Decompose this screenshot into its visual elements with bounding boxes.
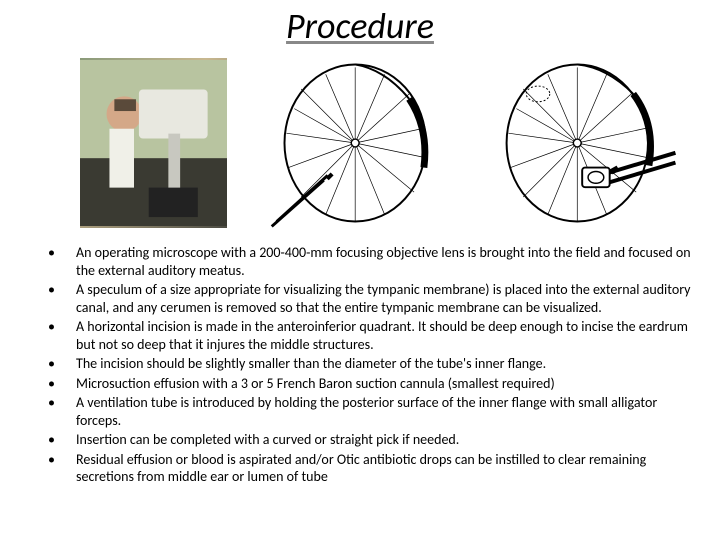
tube-diagram <box>484 58 680 228</box>
incision-diagram <box>257 58 453 228</box>
bullet-item: An operating microscope with a 200-400-m… <box>48 244 700 279</box>
image-row <box>0 54 720 238</box>
slide-title: Procedure <box>0 0 720 54</box>
bullet-item: A ventilation tube is introduced by hold… <box>48 394 700 429</box>
surgeon-photo <box>80 58 227 228</box>
bullet-item: A horizontal incision is made in the ant… <box>48 318 700 353</box>
bullet-item: Residual effusion or blood is aspirated … <box>48 451 700 486</box>
bullet-item: The incision should be slightly smaller … <box>48 355 700 373</box>
microscope-photo-placeholder <box>80 60 227 227</box>
bullet-item: A speculum of a size appropriate for vis… <box>48 281 700 316</box>
bullet-item: Microsuction effusion with a 3 or 5 Fren… <box>48 375 700 393</box>
bullet-list: An operating microscope with a 200-400-m… <box>0 238 720 486</box>
bullet-item: Insertion can be completed with a curved… <box>48 431 700 449</box>
